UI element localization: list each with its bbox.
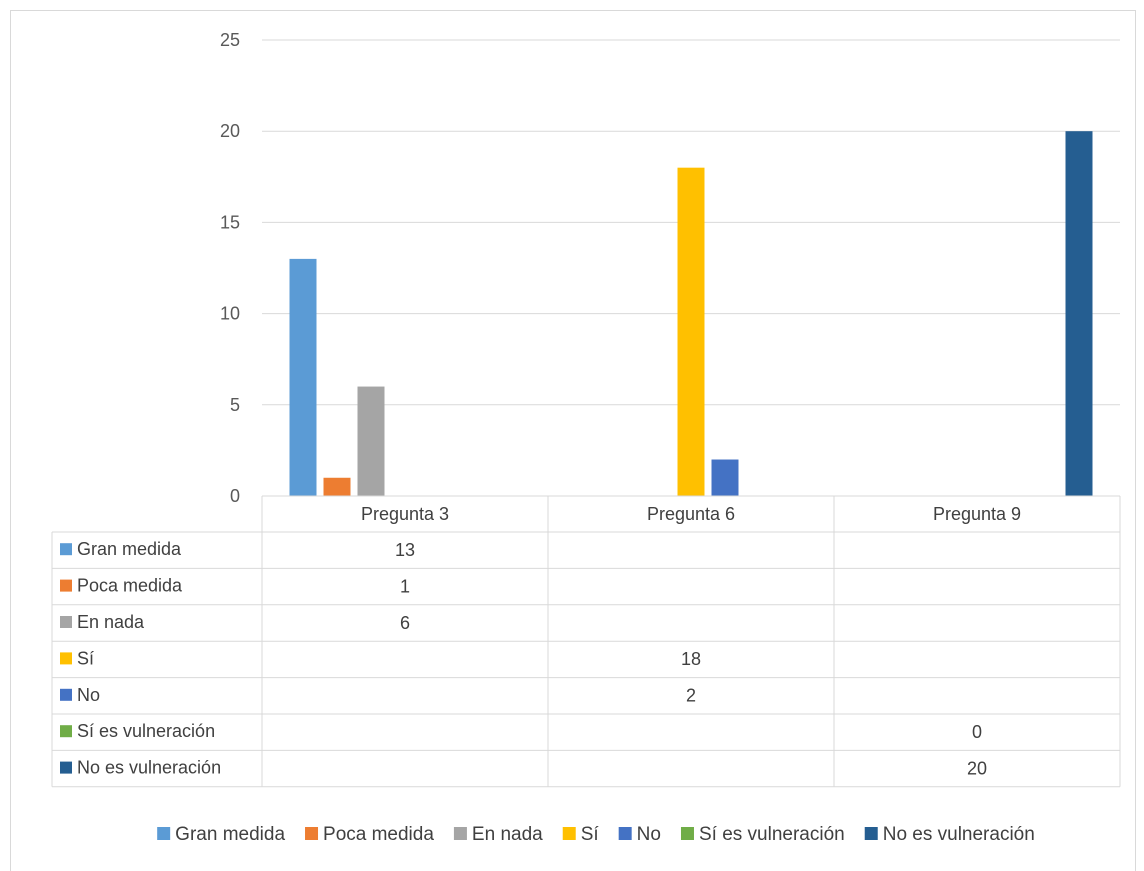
data-label-si-es-vulneracion-pregunta-9: 0 <box>972 722 982 742</box>
table-row-label-gran-medida: Gran medida <box>77 539 182 559</box>
bars <box>289 131 1093 496</box>
y-axis: 0 5 10 15 20 25 <box>220 30 240 506</box>
chart-frame <box>10 10 1136 871</box>
bar-gran-medida-pregunta-3 <box>289 258 317 496</box>
table-row-label-en-nada: En nada <box>77 612 145 632</box>
legend-key-gran-medida <box>157 827 171 840</box>
y-tick-label-10: 10 <box>220 304 240 324</box>
y-tick-label-15: 15 <box>220 212 240 232</box>
table-legend-key-si-es-vulneracion <box>60 725 72 738</box>
table-row-label-si-es-vulneracion: Sí es vulneración <box>77 721 215 741</box>
bar-en-nada-pregunta-3 <box>357 386 385 496</box>
data-label-si-pregunta-6: 18 <box>681 649 701 669</box>
legend-key-no <box>618 827 632 840</box>
table-row-label-si: Sí <box>77 648 94 668</box>
legend-key-si-es-vulneracion <box>680 827 694 840</box>
category-label-pregunta-6: Pregunta 6 <box>647 504 735 524</box>
category-label-pregunta-3: Pregunta 3 <box>361 504 449 524</box>
table-row-label-poca-medida: Poca medida <box>77 576 183 596</box>
data-label-no-pregunta-6: 2 <box>686 686 696 706</box>
y-tick-label-25: 25 <box>220 30 240 50</box>
table-row-label-no-es-vulneracion: No es vulneración <box>77 758 221 778</box>
legend-label-si: Sí <box>581 824 600 845</box>
legend-label-no: No <box>637 824 661 845</box>
legend-label-no-es-vulneracion: No es vulneración <box>883 824 1035 845</box>
data-label-poca-medida-pregunta-3: 1 <box>400 576 410 596</box>
legend-label-poca-medida: Poca medida <box>323 824 434 845</box>
table-row-label-no: No <box>77 685 100 705</box>
bar-no-pregunta-6 <box>711 459 739 496</box>
table-legend-key-gran-medida <box>60 543 72 556</box>
legend-key-si <box>562 827 576 840</box>
legend-label-si-es-vulneracion: Sí es vulneración <box>699 824 845 845</box>
data-label-gran-medida-pregunta-3: 13 <box>395 540 415 560</box>
legend-label-gran-medida: Gran medida <box>175 824 285 845</box>
legend-key-poca-medida <box>305 827 319 840</box>
legend-label-en-nada: En nada <box>472 824 543 845</box>
y-tick-label-20: 20 <box>220 121 240 141</box>
bar-poca-medida-pregunta-3 <box>323 477 351 496</box>
data-table: Pregunta 3 Pregunta 6 Pregunta 9 Gran medid… <box>51 495 1121 788</box>
table-legend-key-poca-medida <box>60 579 72 592</box>
legend: Gran medida Poca medida En nada Sí No Sí es v… <box>157 824 1035 845</box>
bar-no-es-vulneracion-pregunta-9 <box>1065 131 1093 496</box>
table-legend-key-no <box>60 688 72 701</box>
bar-si-pregunta-6 <box>677 167 705 496</box>
data-label-no-es-vulneracion-pregunta-9: 20 <box>967 758 987 778</box>
table-legend-key-en-nada <box>60 616 72 628</box>
table-legend-key-si <box>60 652 72 665</box>
legend-key-en-nada <box>453 827 467 840</box>
y-tick-label-5: 5 <box>230 395 240 415</box>
data-label-en-nada-pregunta-3: 6 <box>400 613 410 633</box>
y-tick-label-0: 0 <box>230 486 240 506</box>
category-label-pregunta-9: Pregunta 9 <box>933 504 1021 524</box>
table-legend-key-no-es-vulneracion <box>60 761 72 774</box>
legend-key-no-es-vulneracion <box>864 827 878 840</box>
